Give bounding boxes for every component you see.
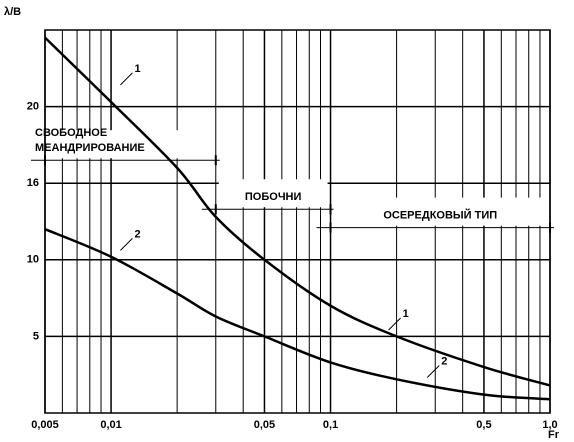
x-tick-label: 0,1 bbox=[323, 419, 338, 431]
annotation-label: ПОБОЧНИ bbox=[245, 191, 302, 203]
annotation-label: СВОБОДНОЕ МЕАНДРИРОВАНИЕ bbox=[35, 127, 145, 155]
x-tick-label: 1,0 bbox=[542, 419, 557, 431]
curve-label: 1 bbox=[134, 63, 140, 75]
curve bbox=[44, 36, 551, 387]
x-tick-label: 0,05 bbox=[254, 419, 275, 431]
y-tick-label: 5 bbox=[33, 330, 39, 342]
y-tick-label: 10 bbox=[27, 254, 39, 266]
curve-leader bbox=[120, 237, 133, 251]
x-tick-label: 0,005 bbox=[31, 419, 59, 431]
annotation-bg bbox=[333, 197, 547, 226]
y-tick-label: 20 bbox=[27, 101, 39, 113]
y-axis-label: λ/B bbox=[4, 6, 21, 18]
x-tick-label: 0,01 bbox=[100, 419, 121, 431]
annotation-label: ОСЕРЕДКОВЫЙ ТИП bbox=[383, 209, 497, 222]
curve-label: 2 bbox=[134, 228, 140, 240]
curve-leader bbox=[426, 365, 440, 378]
annotation-bg bbox=[48, 130, 213, 159]
curve-leader bbox=[388, 317, 401, 331]
x-axis-label: Fr bbox=[548, 429, 560, 441]
y-tick-label: 16 bbox=[27, 177, 39, 189]
annotation-box: СВОБОДНОЕ МЕАНДРИРОВАНИЕ bbox=[35, 127, 145, 155]
curve-label: 1 bbox=[403, 308, 409, 320]
annotation-bg bbox=[218, 179, 328, 208]
curve-label: 2 bbox=[441, 355, 447, 367]
curve bbox=[44, 228, 551, 401]
curve-leader bbox=[120, 72, 133, 86]
x-tick-label: 0,5 bbox=[476, 419, 491, 431]
